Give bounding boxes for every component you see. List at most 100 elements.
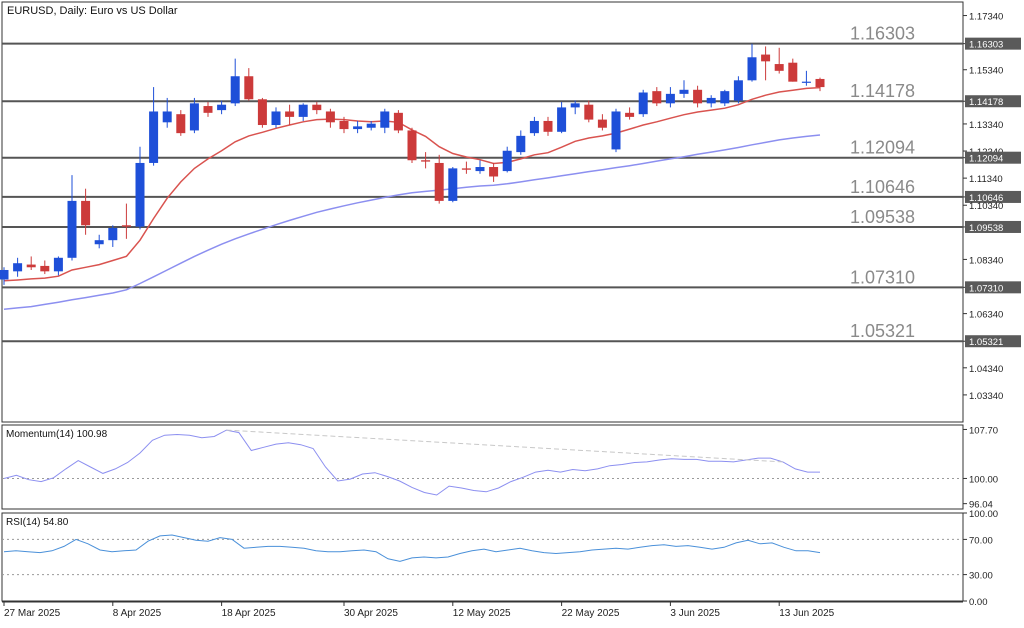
price-tick-label: 1.13340 (969, 120, 1003, 131)
level-label: 1.12094 (850, 138, 915, 158)
candle-body (733, 80, 743, 101)
level-price-tag (965, 335, 1021, 348)
candle-body (176, 114, 186, 134)
candle-body (325, 111, 335, 123)
candle-body (67, 200, 77, 258)
level-price-tag-label: 1.07310 (969, 283, 1003, 294)
candle-body (298, 104, 308, 117)
candle-body (230, 76, 240, 104)
candle-body (244, 76, 254, 100)
candle-body (257, 99, 267, 126)
level-label: 1.09538 (850, 207, 915, 227)
candle-body (489, 167, 499, 177)
level-price-tag-label: 1.12094 (969, 154, 1003, 165)
candle-body (788, 62, 798, 82)
rsi-tick-label: 0.00 (969, 597, 988, 608)
candle-body (0, 269, 9, 280)
candle-body (380, 111, 390, 128)
price-tick-label: 1.17340 (969, 12, 1003, 23)
candle-body (502, 150, 512, 172)
level-price-tag (965, 281, 1021, 294)
candle-body (529, 120, 539, 134)
candle-body (53, 257, 63, 272)
candle-body (312, 104, 322, 111)
candle-body (761, 54, 771, 62)
candle-body (162, 111, 172, 123)
price-tick-label: 1.11340 (969, 174, 1003, 185)
candle-body (366, 123, 376, 128)
time-tick-label: 13 Jun 2025 (779, 608, 834, 619)
momentum-pane (1, 424, 964, 510)
candle-body (706, 97, 716, 104)
momentum-trend-line (226, 429, 783, 463)
candle-body (149, 111, 159, 163)
level-label: 1.05321 (850, 321, 915, 341)
candle-body (448, 168, 458, 201)
price-tick-label: 1.10340 (969, 201, 1003, 212)
rsi-tick-label: 70.00 (969, 535, 993, 546)
candle-body (679, 89, 689, 94)
level-price-tag (965, 220, 1021, 233)
momentum-tick-label: 100.00 (969, 474, 998, 485)
level-label: 1.14178 (850, 81, 915, 101)
candle-body (516, 135, 526, 153)
momentum-line (3, 429, 820, 496)
price-tick-label: 1.04340 (969, 364, 1003, 375)
chart-title: EURUSD, Daily: Euro vs US Dollar (7, 5, 178, 17)
price-tick-label: 1.03340 (969, 391, 1003, 402)
candle-body (611, 111, 621, 150)
candle-body (217, 104, 227, 111)
momentum-tick-label: 107.70 (969, 425, 998, 436)
time-tick-label: 22 May 2025 (562, 608, 620, 619)
candle-body (285, 111, 295, 117)
rsi-tick-label: 30.00 (969, 571, 993, 582)
candle-body (815, 78, 825, 88)
candle-body (121, 225, 131, 227)
price-tick-label: 1.08340 (969, 255, 1003, 266)
time-tick-label: 3 Jun 2025 (670, 608, 720, 619)
candle-body (652, 91, 662, 104)
level-price-tag-label: 1.10646 (969, 193, 1003, 204)
candle-body (339, 120, 349, 130)
candle-body (801, 81, 811, 83)
momentum-tick-label: 96.04 (969, 500, 993, 511)
candle-body (108, 227, 118, 241)
candle-body (693, 89, 703, 104)
candle-body (189, 103, 199, 131)
candle-body (625, 112, 635, 117)
candle-body (475, 167, 485, 172)
level-label: 1.16303 (850, 24, 915, 44)
level-price-tag (965, 95, 1021, 108)
level-label: 1.10646 (850, 177, 915, 197)
candle-body (135, 162, 145, 227)
level-price-tag-label: 1.05321 (969, 337, 1003, 348)
candle-body (407, 130, 417, 161)
candle-body (461, 168, 471, 170)
candle-body (203, 106, 213, 113)
time-tick-label: 18 Apr 2025 (222, 608, 276, 619)
candle-body (584, 104, 594, 120)
candle-body (570, 103, 580, 108)
candle-body (40, 265, 50, 272)
rsi-label: RSI(14) 54.80 (6, 517, 69, 528)
price-tick-label: 1.06340 (969, 310, 1003, 321)
price-pane (1, 1, 964, 423)
candle-body (393, 112, 403, 131)
candle-body (597, 119, 607, 128)
momentum-label: Momentum(14) 100.98 (6, 429, 108, 440)
time-tick-label: 12 May 2025 (453, 608, 511, 619)
rsi-pane (1, 512, 964, 602)
candle-body (94, 240, 104, 245)
candle-body (774, 64, 784, 71)
ma-slow-line (3, 134, 821, 311)
candle-body (26, 264, 36, 268)
candle-body (434, 162, 444, 201)
candle-body (638, 92, 648, 115)
time-tick-label: 30 Apr 2025 (344, 608, 398, 619)
time-tick-label: 27 Mar 2025 (4, 608, 61, 619)
level-price-tag (965, 37, 1021, 50)
candle-body (747, 57, 757, 81)
candle-body (543, 120, 553, 132)
